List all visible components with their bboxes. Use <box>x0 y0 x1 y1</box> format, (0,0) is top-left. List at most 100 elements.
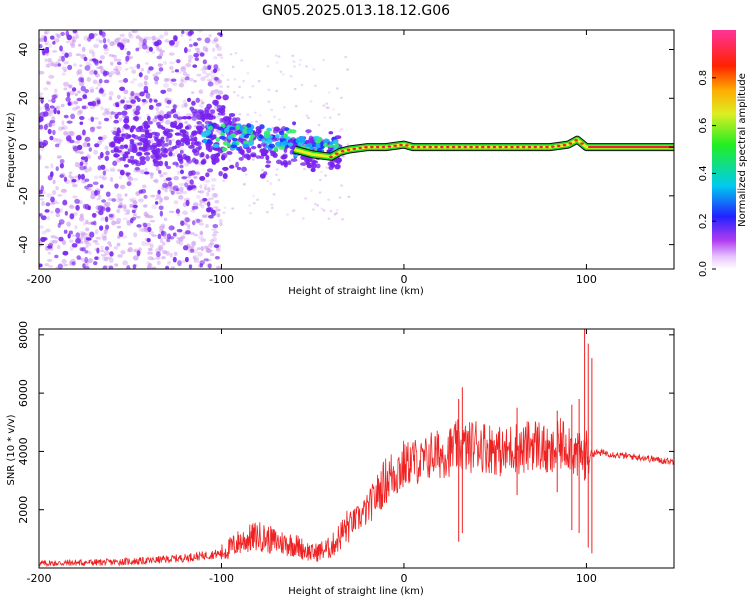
snr-panel: -200 -100 0 100 2000 4000 6000 8000 Height of s… <box>6 321 675 597</box>
speckle-faint <box>151 35 157 41</box>
speckle-faint <box>71 183 78 188</box>
speckle-medium <box>125 55 130 62</box>
speckle-faint <box>223 206 227 209</box>
speckle-faint <box>202 70 207 75</box>
speckle-medium <box>116 61 122 66</box>
speckle-faint <box>103 256 109 262</box>
speckle-dense <box>241 166 247 172</box>
speckle-faint <box>180 79 184 84</box>
speckle-faint <box>191 240 197 246</box>
speckle-faint <box>115 58 122 62</box>
speckle-faint <box>113 57 117 62</box>
speckle-faint <box>164 38 170 43</box>
ridge-peak <box>492 145 497 149</box>
speckle-faint <box>124 47 128 51</box>
speckle-faint <box>184 162 190 167</box>
speckle-faint <box>47 58 52 63</box>
speckle-bright <box>278 130 285 136</box>
speckle-faint <box>95 38 101 42</box>
speckle-medium <box>188 43 193 48</box>
speckle-faint <box>102 177 106 181</box>
speckle-medium <box>69 139 75 144</box>
speckle-medium <box>125 172 131 176</box>
speckle-bright <box>282 140 289 146</box>
ridge-peak <box>428 145 433 149</box>
speckle-faint <box>336 87 339 90</box>
speckle-faint <box>275 89 279 93</box>
speckle-faint <box>317 123 321 127</box>
speckle-faint <box>162 171 168 176</box>
speckle-bright <box>230 144 237 149</box>
speckle-dense <box>113 135 118 142</box>
speckle-faint <box>210 178 217 182</box>
speckle-medium <box>135 47 140 52</box>
speckle-dense <box>235 117 241 122</box>
speckle-faint <box>222 179 225 182</box>
speckle-medium <box>172 256 177 263</box>
speckle-medium <box>108 213 114 218</box>
speckle-medium <box>185 199 190 207</box>
speckle-faint <box>156 193 161 199</box>
ridge-peak <box>364 146 368 149</box>
speckle-medium <box>97 155 102 160</box>
speckle-dense <box>113 119 120 124</box>
speckle-medium <box>63 229 68 234</box>
speckle-medium <box>64 210 69 216</box>
ridge-peak <box>387 145 392 148</box>
speckle-dense <box>330 162 335 168</box>
speckle-medium <box>132 264 137 269</box>
speckle-faint <box>140 67 145 72</box>
speckle-faint <box>189 232 195 235</box>
ridge-peak <box>440 145 444 149</box>
speckle-faint <box>108 96 113 101</box>
speckle-dense <box>226 151 233 155</box>
speckle-medium <box>216 32 222 36</box>
speckle-medium <box>59 174 64 179</box>
speckle-faint <box>233 78 237 81</box>
speckle-dense <box>167 129 174 133</box>
y-tick-label: 0 <box>17 144 30 151</box>
speckle-medium <box>145 92 151 99</box>
speckle-medium <box>42 48 46 54</box>
speckle-medium <box>44 123 48 131</box>
ridge-peak <box>334 152 339 155</box>
speckle-faint <box>294 104 298 108</box>
speckle-medium <box>214 76 219 81</box>
speckle-faint <box>98 121 102 125</box>
speckle-dense <box>211 115 216 120</box>
speckle-faint <box>146 264 152 269</box>
y-tick-label: -40 <box>17 236 30 254</box>
speckle-faint <box>338 129 342 132</box>
speckle-faint <box>39 38 45 42</box>
speckle-dense <box>310 167 316 173</box>
speckle-medium <box>207 81 214 87</box>
speckle-dense <box>215 152 221 157</box>
speckle-medium <box>90 116 95 123</box>
speckle-medium <box>132 204 138 209</box>
speckle-faint <box>199 184 203 189</box>
speckle-faint <box>113 68 119 71</box>
figure-title: GN05.2025.013.18.12.G06 <box>262 3 450 19</box>
speckle-medium <box>47 174 53 181</box>
speckle-faint <box>108 91 114 96</box>
speckle-dense <box>140 137 147 143</box>
speckle-faint <box>190 209 196 213</box>
speckle-faint <box>275 61 279 64</box>
speckle-medium <box>96 247 100 254</box>
speckle-dense <box>196 121 202 125</box>
speckle-faint <box>50 202 55 205</box>
speckle-faint <box>98 195 102 200</box>
speckle-bright <box>295 138 302 144</box>
speckle-faint <box>266 210 269 214</box>
speckle-dense <box>157 115 164 121</box>
speckle-medium <box>66 34 73 41</box>
speckle-dense <box>115 103 120 108</box>
speckle-faint <box>87 258 93 264</box>
speckle-medium <box>185 124 192 130</box>
speckle-medium <box>142 38 147 45</box>
speckle-faint <box>129 203 134 208</box>
speckle-dense <box>315 163 321 169</box>
speckle-faint <box>61 66 67 71</box>
speckle-faint <box>258 114 262 117</box>
